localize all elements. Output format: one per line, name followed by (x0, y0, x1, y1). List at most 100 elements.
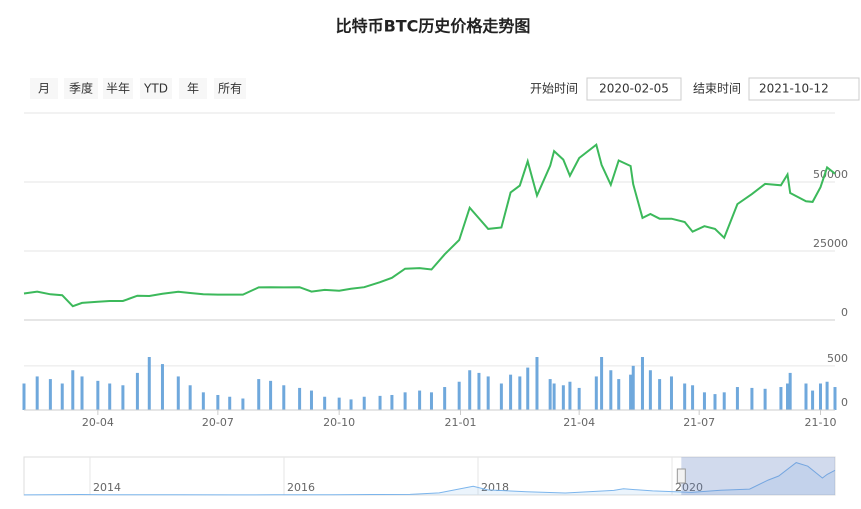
volume-bar (468, 370, 472, 410)
volume-bar (561, 385, 565, 410)
chart-title: 比特币BTC历史价格走势图 (336, 17, 531, 36)
volume-bar (96, 380, 100, 410)
volume-bar (735, 387, 739, 410)
navigator-line (23, 462, 836, 496)
volume-bar (378, 395, 382, 410)
volume-bar (80, 376, 84, 410)
range-button-label: 年 (187, 82, 199, 96)
volume-bar (35, 376, 39, 410)
navigator-tick-label: 2014 (93, 481, 121, 494)
x-tick-label: 21-01 (445, 416, 477, 429)
volume-bar (833, 387, 837, 410)
range-button[interactable] (214, 78, 246, 99)
x-tick-label: 20-10 (323, 416, 355, 429)
volume-bar (825, 381, 829, 410)
volume-bar (269, 380, 273, 410)
volume-bar (298, 387, 302, 410)
volume-bar (48, 379, 52, 410)
volume-bar (609, 370, 613, 410)
volume-bar (552, 383, 556, 410)
navigator-frame (23, 456, 836, 496)
volume-bar (486, 376, 490, 410)
y-tick-label: 50000 (813, 168, 848, 181)
volume-bar (457, 381, 461, 410)
volume-bar (617, 379, 621, 410)
volume-bar (779, 387, 783, 410)
end-value: 2021-10-12 (759, 82, 829, 96)
y-tick-label: 500 (827, 352, 848, 365)
navigator-tick-label: 2016 (287, 481, 315, 494)
volume-bar (640, 357, 644, 410)
volume-bar (509, 374, 513, 410)
volume-bar (804, 383, 808, 410)
end-label: 结束时间 (693, 82, 741, 96)
volume-bar (629, 374, 633, 410)
volume-bar (309, 390, 313, 410)
volume-bar (658, 379, 662, 410)
volume-bar (257, 379, 261, 410)
volume-bar (443, 387, 447, 410)
volume-bar (577, 387, 581, 410)
x-tick-label: 21-04 (563, 416, 595, 429)
volume-bar (323, 396, 327, 410)
volume-bar (201, 392, 205, 410)
volume-bar (390, 394, 394, 410)
volume-bar (648, 370, 652, 410)
volume-bar (631, 365, 635, 410)
volume-bar (722, 392, 726, 410)
volume-bar (216, 394, 220, 410)
volume-bar (108, 383, 112, 410)
navigator-selection[interactable] (681, 457, 835, 495)
volume-bar (535, 357, 539, 410)
volume-bar (691, 385, 695, 410)
range-button[interactable] (140, 78, 172, 99)
navigator-handle[interactable] (676, 468, 686, 484)
volume-bar (518, 376, 522, 410)
volume-bar (147, 357, 151, 410)
volume-bar (228, 396, 232, 410)
range-button[interactable] (30, 78, 58, 99)
volume-bar (818, 383, 822, 410)
volume-bar (403, 392, 407, 410)
volume-bar (669, 376, 673, 410)
volume-bar (713, 394, 717, 410)
range-button[interactable] (103, 78, 133, 99)
start-input[interactable] (586, 77, 682, 101)
end-input[interactable] (748, 77, 860, 101)
price-line (23, 142, 836, 308)
range-button-label: 所有 (218, 82, 242, 96)
volume-bar (282, 385, 286, 410)
navigator-tick-label: 2020 (675, 481, 703, 494)
volume-bar (71, 370, 75, 410)
volume-bar (135, 372, 139, 410)
volume-bar (788, 372, 792, 410)
volume-bar (60, 383, 64, 410)
range-button-label: 季度 (69, 81, 93, 96)
volume-bar (121, 385, 125, 410)
volume-bar (750, 387, 754, 410)
x-tick-label: 20-07 (202, 416, 234, 429)
y-tick-label: 0 (841, 306, 848, 319)
volume-bar (241, 398, 245, 410)
range-button[interactable] (64, 78, 98, 99)
volume-bar (683, 383, 687, 410)
start-label: 开始时间 (530, 82, 578, 96)
volume-bar (160, 364, 164, 410)
volume-bar (362, 396, 366, 410)
volume-bar (526, 367, 530, 410)
range-button-label: 月 (38, 82, 50, 96)
volume-bar (477, 372, 481, 410)
y-tick-label: 0 (841, 396, 848, 409)
volume-bar (176, 376, 180, 410)
range-button[interactable] (179, 78, 207, 99)
volume-bar (188, 385, 192, 410)
volume-bar (786, 383, 790, 410)
x-tick-label: 21-07 (683, 416, 715, 429)
volume-bar (568, 381, 572, 410)
x-tick-label: 21-10 (805, 416, 837, 429)
volume-bar (499, 383, 503, 410)
start-value: 2020-02-05 (599, 82, 669, 96)
volume-bar (22, 383, 26, 410)
